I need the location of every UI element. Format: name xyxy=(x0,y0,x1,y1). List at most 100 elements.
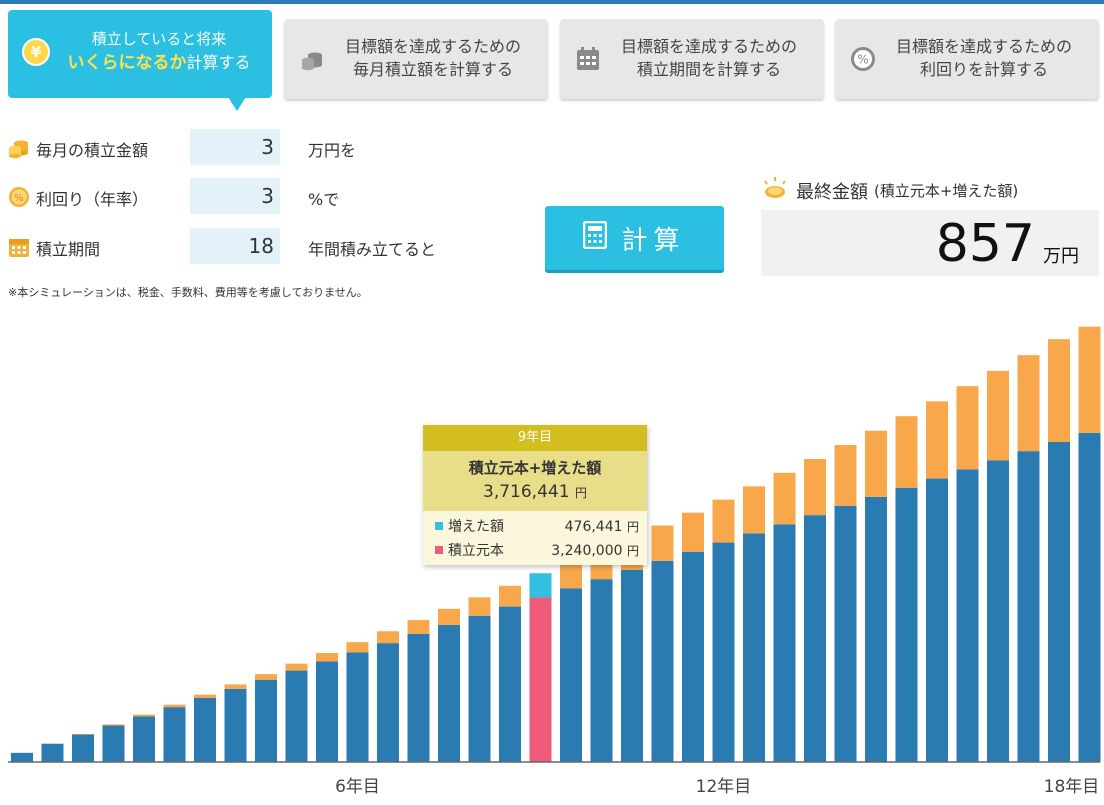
bar-gain[interactable] xyxy=(651,525,674,561)
bar-gain[interactable] xyxy=(1078,326,1101,433)
bar-gain[interactable] xyxy=(194,694,216,698)
bar-gain[interactable] xyxy=(224,684,247,689)
tab-monthly-amount-label: 目標額を達成するための 毎月積立額を計算する xyxy=(344,37,521,79)
bar-principal[interactable] xyxy=(102,725,125,762)
tooltip-summary: 積立元本+増えた額 3,716,441 円 xyxy=(423,451,647,511)
bar-gain[interactable] xyxy=(956,386,979,470)
bar-principal[interactable] xyxy=(743,533,765,762)
active-tab-pointer xyxy=(228,97,246,111)
bar-principal[interactable] xyxy=(590,579,613,762)
bar-principal[interactable] xyxy=(11,752,33,762)
bar-principal[interactable] xyxy=(41,743,64,762)
bar-principal[interactable] xyxy=(224,688,247,762)
calendar-icon xyxy=(574,45,602,73)
x-tick-label: 6年目 xyxy=(335,777,380,797)
bar-principal[interactable] xyxy=(163,707,186,762)
result-title: 最終金額 (積立元本+増えた額) xyxy=(762,176,1018,205)
bar-principal[interactable] xyxy=(621,569,643,762)
bar-principal[interactable] xyxy=(560,588,582,762)
x-tick-label: 18年目 xyxy=(1044,777,1100,797)
bar-principal[interactable] xyxy=(194,697,216,762)
bar-gain[interactable] xyxy=(560,562,582,589)
bar-gain[interactable] xyxy=(804,459,826,516)
bar-gain[interactable] xyxy=(743,486,765,534)
bar-principal[interactable] xyxy=(956,469,979,762)
tab-period[interactable]: 目標額を達成するための 積立期間を計算する xyxy=(560,19,824,99)
bar-principal[interactable] xyxy=(834,505,857,762)
gain-swatch xyxy=(435,522,443,530)
bar-gain[interactable] xyxy=(316,652,338,662)
bar-gain[interactable] xyxy=(255,674,277,680)
bar-principal[interactable] xyxy=(438,624,460,762)
bar-principal[interactable] xyxy=(1078,432,1101,762)
bar-gain[interactable] xyxy=(163,704,186,708)
tab-future-value[interactable]: ¥ 積立していると将来 いくらになるか計算する xyxy=(8,10,272,111)
tab-monthly-amount[interactable]: 目標額を達成するための 毎月積立額を計算する xyxy=(284,19,548,99)
bar-gain[interactable] xyxy=(499,585,521,607)
bar-gain[interactable] xyxy=(346,642,369,653)
rate-row: % 利回り（年率） 3 %で xyxy=(8,178,468,214)
tab-yield[interactable]: % 目標額を達成するための 利回りを計算する xyxy=(835,19,1099,99)
calculate-button[interactable]: 計算 xyxy=(545,206,724,270)
bar-gain[interactable] xyxy=(682,512,704,552)
bar-gain[interactable] xyxy=(895,416,918,488)
bar-gain[interactable] xyxy=(72,733,94,735)
rate-input[interactable]: 3 xyxy=(190,178,280,214)
bar-principal[interactable] xyxy=(651,560,674,762)
bar-principal[interactable] xyxy=(316,661,338,762)
period-row: 積立期間 18 年間積み立てると xyxy=(8,228,468,264)
bar-principal[interactable] xyxy=(773,524,796,762)
percent-icon: % xyxy=(8,186,30,208)
calendar-icon xyxy=(8,236,30,258)
coin-stack-icon xyxy=(8,137,30,159)
period-input[interactable]: 18 xyxy=(190,228,280,264)
bar-principal[interactable] xyxy=(926,478,948,762)
bar-gain[interactable] xyxy=(712,499,735,543)
bar-principal[interactable] xyxy=(987,460,1009,762)
bar-gain[interactable] xyxy=(834,445,857,506)
bar-gain[interactable] xyxy=(529,573,552,598)
bar-gain[interactable] xyxy=(865,430,887,497)
bar-principal[interactable] xyxy=(682,551,704,762)
bar-principal[interactable] xyxy=(1017,451,1040,762)
tooltip-total-value: 3,716,441 xyxy=(483,482,570,502)
bar-principal[interactable] xyxy=(499,606,521,762)
bar-principal[interactable] xyxy=(529,597,552,762)
yen-coin-icon: ¥ xyxy=(22,38,50,66)
rate-label: 利回り（年率） xyxy=(36,190,149,209)
bar-gain[interactable] xyxy=(438,608,460,625)
tooltip-row-label: 積立元本 xyxy=(448,543,504,559)
tooltip-row-label: 増えた額 xyxy=(448,519,504,535)
percent-icon: % xyxy=(849,45,877,73)
bar-gain[interactable] xyxy=(102,724,125,726)
monthly-amount-input[interactable]: 3 xyxy=(190,129,280,165)
bar-gain[interactable] xyxy=(133,714,155,717)
calculator-icon xyxy=(583,220,608,256)
bar-principal[interactable] xyxy=(285,670,308,762)
bar-principal[interactable] xyxy=(346,652,369,762)
bar-gain[interactable] xyxy=(1017,355,1040,452)
bar-gain[interactable] xyxy=(377,631,399,644)
bar-principal[interactable] xyxy=(468,615,491,762)
bar-gain[interactable] xyxy=(1048,339,1070,442)
coin-stack-icon xyxy=(298,45,326,73)
bar-principal[interactable] xyxy=(255,679,277,762)
bar-principal[interactable] xyxy=(865,496,887,762)
bar-principal[interactable] xyxy=(1048,441,1070,762)
bar-principal[interactable] xyxy=(804,515,826,762)
bar-principal[interactable] xyxy=(72,734,94,762)
bar-principal[interactable] xyxy=(712,542,735,762)
bar-gain[interactable] xyxy=(285,663,308,671)
bar-principal[interactable] xyxy=(895,487,918,762)
bar-gain[interactable] xyxy=(407,620,430,634)
bar-gain[interactable] xyxy=(987,370,1009,461)
bar-principal[interactable] xyxy=(377,643,399,762)
calculate-button-label: 計算 xyxy=(621,225,686,256)
bar-principal[interactable] xyxy=(407,633,430,762)
result-unit: 万円 xyxy=(1043,246,1079,267)
monthly-amount-unit: 万円を xyxy=(308,141,357,160)
bar-gain[interactable] xyxy=(773,472,796,525)
bar-gain[interactable] xyxy=(468,597,491,616)
bar-gain[interactable] xyxy=(926,401,948,479)
bar-principal[interactable] xyxy=(133,716,155,762)
